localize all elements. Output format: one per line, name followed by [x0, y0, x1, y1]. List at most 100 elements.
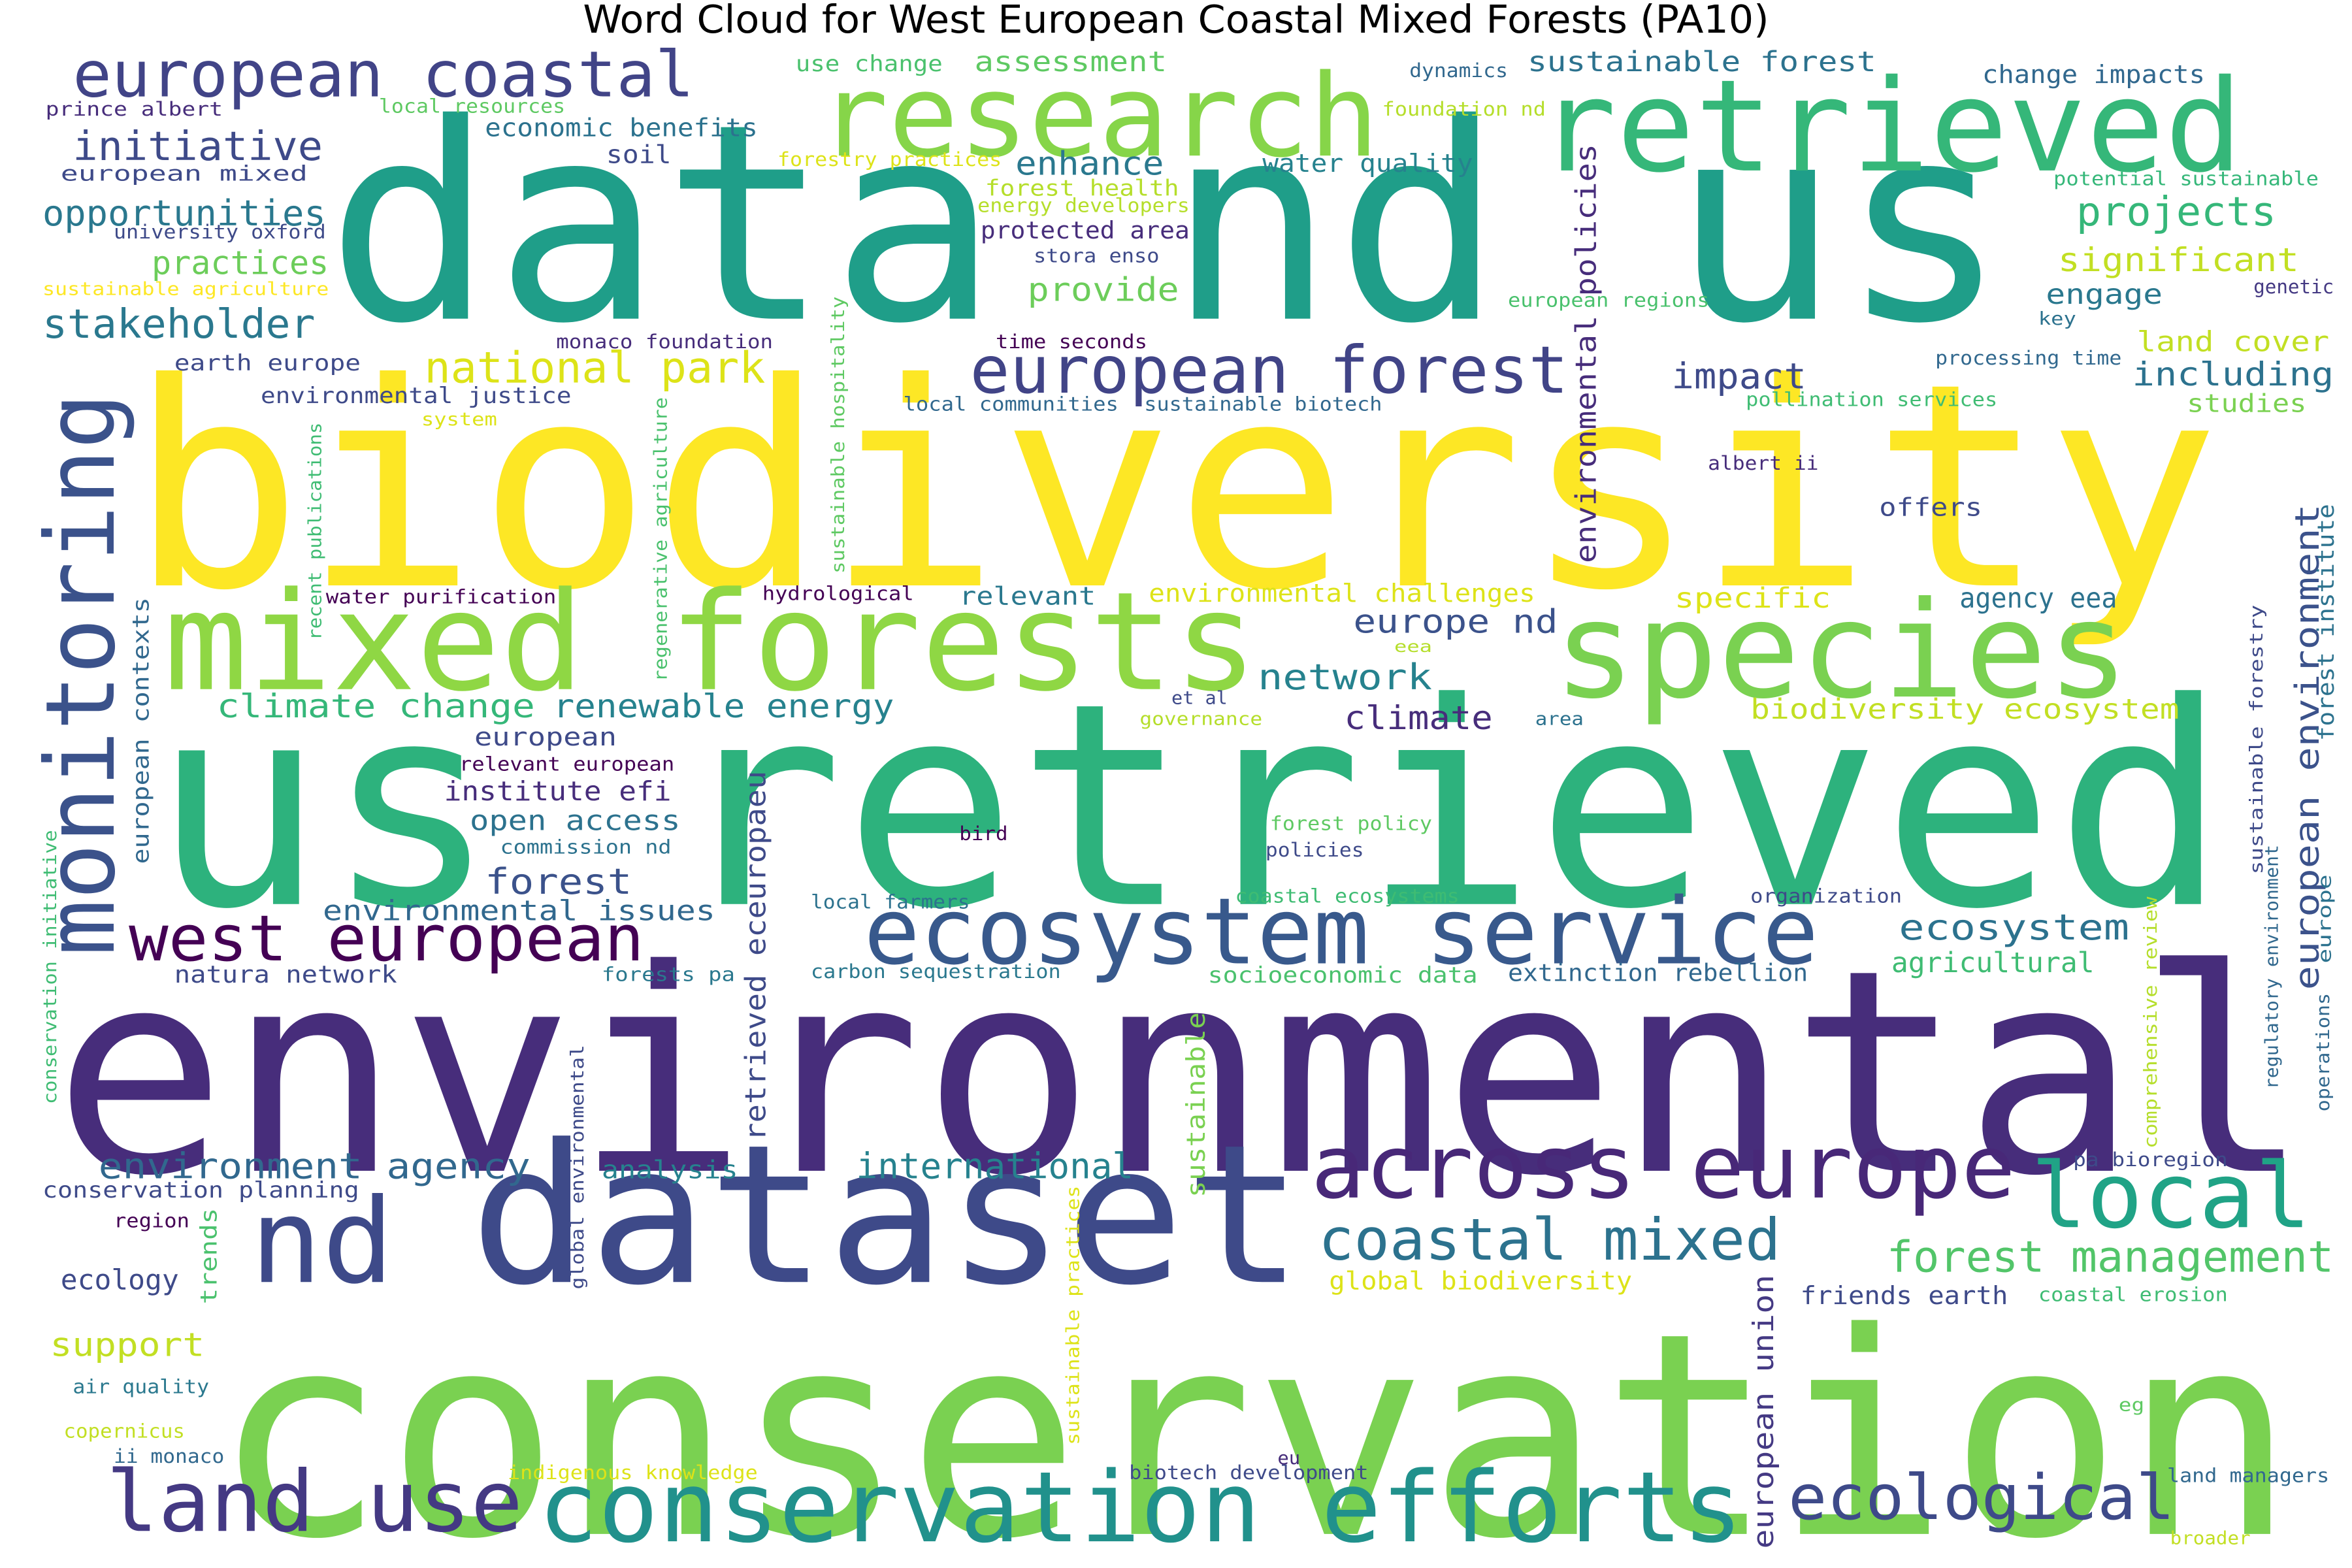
word: projects [2076, 188, 2276, 235]
word: biodiversity [129, 323, 2220, 653]
word: environmental issues [323, 895, 715, 927]
word: system [421, 409, 497, 430]
word: air quality [73, 1376, 209, 1399]
word: retrieved [1538, 52, 2243, 201]
word: earth europe [174, 350, 361, 376]
word: european union [1747, 1275, 1780, 1549]
word: monitoring [25, 393, 137, 956]
word: enhance [1015, 144, 1164, 182]
word: trends [196, 1208, 222, 1304]
word: change impacts [1982, 60, 2205, 89]
word: recent publications [304, 423, 325, 640]
word: institute efi [444, 776, 672, 806]
word: foundation nd [1382, 98, 1546, 121]
word: coastal mixed [1318, 1207, 1780, 1274]
word: commission nd [500, 836, 671, 859]
word: provide [1028, 270, 1179, 308]
word: species [1554, 572, 2129, 728]
word: carbon sequestration [811, 960, 1061, 983]
word: university oxford [114, 221, 326, 244]
word: local [2031, 1144, 2311, 1249]
word: land use [106, 1453, 523, 1551]
word: european coastal [73, 37, 694, 112]
word: environmental policies [1570, 144, 1603, 563]
word: local resources [379, 95, 565, 118]
word: ecosystem [1899, 907, 2129, 948]
word: eg [2119, 1395, 2144, 1416]
word: local farmers [811, 891, 970, 914]
word: european contexts [128, 597, 154, 864]
word: time seconds [996, 331, 1147, 353]
word: including [2132, 355, 2334, 393]
word: area [1535, 709, 1584, 730]
word: relevant [959, 582, 1096, 611]
word: region [114, 1210, 189, 1233]
word: european environment [2287, 504, 2327, 990]
word: sustainable forestry [2246, 605, 2267, 875]
word: us retrieved [152, 642, 2228, 970]
word: opportunities [42, 192, 326, 233]
word: ecological [1788, 1462, 2174, 1534]
word: biotech development [1129, 1462, 1368, 1484]
word: agency eea [1959, 582, 2117, 614]
word: economic benefits [485, 114, 758, 142]
word: environment agency [99, 1145, 531, 1186]
word: offers [1879, 493, 1982, 522]
word: environmental challenges [1149, 579, 1535, 608]
word: specific [1674, 582, 1831, 614]
word: energy developers [977, 195, 1190, 218]
word: relevant european [459, 753, 674, 776]
word: socioeconomic data [1208, 962, 1478, 988]
word: bird [959, 823, 1007, 846]
word: albert ii [1708, 452, 1818, 475]
word: network [1258, 656, 1432, 697]
word: european [474, 723, 617, 751]
word: global environmental [567, 1045, 588, 1289]
word: comprehensive review [2140, 896, 2161, 1149]
word: eea [1394, 637, 1432, 656]
word: european regions [1508, 289, 1710, 312]
word: coastal erosion [2038, 1284, 2228, 1307]
word: policies [1266, 839, 1364, 862]
word: forest [485, 860, 632, 902]
word: european mixed [61, 161, 308, 186]
word: sustainable forest [1527, 46, 1876, 78]
word: practices [152, 244, 329, 282]
word: forest health [985, 176, 1179, 202]
word: sustainable hospitality [828, 297, 849, 574]
word: europe nd [1353, 602, 1558, 640]
word: broader [2170, 1528, 2251, 1549]
word: natura network [174, 960, 397, 988]
word: data nd us [326, 65, 2008, 383]
word: environmental justice [261, 383, 572, 409]
word: forests pa [602, 964, 735, 987]
word: indigenous knowledge [508, 1462, 758, 1484]
word: land cover [2137, 326, 2330, 358]
word: climate change [217, 687, 535, 725]
word: local communities [903, 393, 1118, 416]
word: et al [1171, 688, 1228, 709]
word: across europe [1311, 1116, 2016, 1218]
word: extinction rebellion [1508, 959, 1808, 987]
word: conservation [212, 1272, 2296, 1568]
word: impact [1672, 355, 1806, 397]
word: environmental [53, 909, 2311, 1237]
word: potential sustainable [2053, 168, 2319, 191]
word: studies [2187, 389, 2306, 418]
word: global biodiversity [1329, 1267, 1632, 1296]
word: eu [1277, 1448, 1300, 1469]
word: dataset [470, 1103, 1303, 1328]
word: copernicus [63, 1420, 185, 1443]
word: initiative [73, 123, 323, 170]
word: climate [1344, 699, 1492, 737]
word: key [2038, 308, 2076, 329]
word: biodiversity ecosystem [1750, 694, 2179, 726]
word: europe [2314, 874, 2335, 963]
word: land managers [2167, 1465, 2329, 1488]
word: regenerative agriculture [650, 397, 671, 682]
word: research [819, 50, 1379, 183]
word: analysis [602, 1156, 738, 1184]
word: pa bioregion [2073, 1149, 2228, 1172]
word: retrieved eceuropaeu [740, 771, 773, 1141]
